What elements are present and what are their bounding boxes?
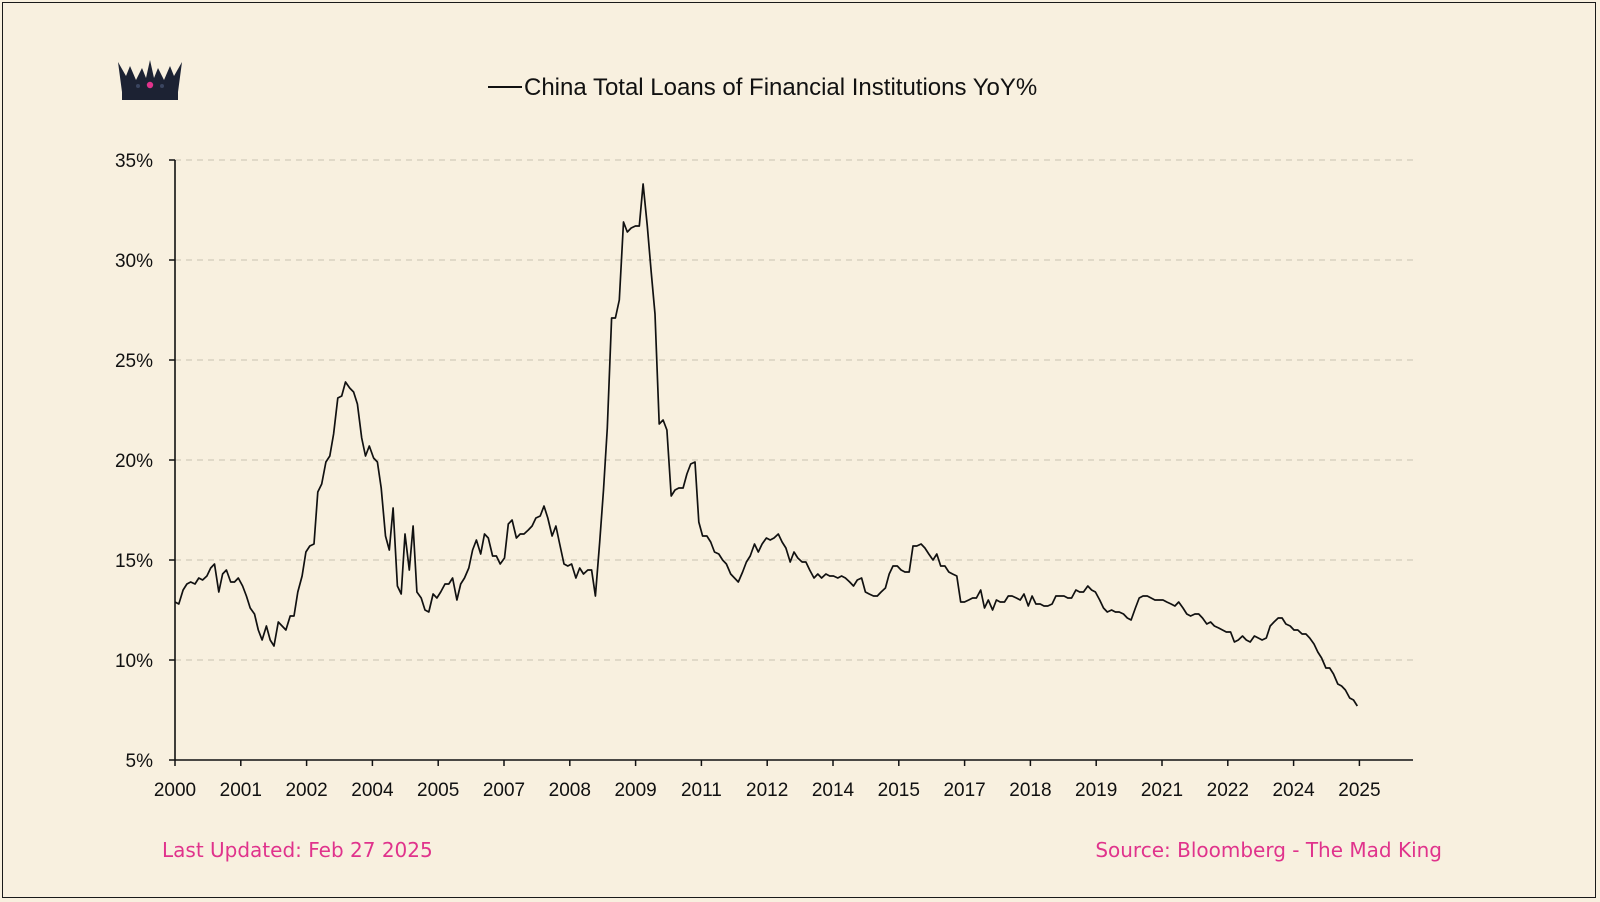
x-tick-label: 2011 bbox=[681, 780, 722, 801]
y-tick-label: 30% bbox=[115, 251, 153, 272]
x-tick-label: 2022 bbox=[1207, 780, 1249, 801]
x-tick-label: 2000 bbox=[154, 780, 196, 801]
x-tick-label: 2009 bbox=[614, 780, 656, 801]
legend: China Total Loans of Financial Instituti… bbox=[488, 74, 1037, 101]
last-updated-text: Last Updated: Feb 27 2025 bbox=[162, 838, 433, 862]
x-tick-label: 2002 bbox=[285, 780, 327, 801]
x-tick-label: 2025 bbox=[1338, 780, 1380, 801]
source-text: Source: Bloomberg - The Mad King bbox=[1095, 838, 1442, 862]
y-tick-label: 10% bbox=[115, 651, 153, 672]
crown-icon bbox=[118, 60, 182, 100]
y-tick-label: 35% bbox=[115, 151, 153, 172]
x-tick-label: 2004 bbox=[351, 780, 394, 801]
x-tick-label: 2008 bbox=[549, 780, 591, 801]
x-tick-label: 2018 bbox=[1009, 780, 1051, 801]
x-tick-label: 2019 bbox=[1075, 780, 1117, 801]
x-tick-label: 2021 bbox=[1141, 780, 1183, 801]
grid-lines bbox=[175, 159, 1413, 661]
x-tick-label: 2012 bbox=[746, 780, 788, 801]
x-tick-label: 2017 bbox=[943, 780, 985, 801]
y-tick-label: 25% bbox=[115, 351, 153, 372]
x-tick-label: 2015 bbox=[878, 780, 920, 801]
y-tick-label: 20% bbox=[115, 451, 153, 472]
series-line bbox=[174, 183, 1359, 707]
x-tick-label: 2005 bbox=[417, 780, 459, 801]
x-tick-label: 2014 bbox=[812, 780, 855, 801]
y-axis-ticks: 35% 30% 25% 20% 15% 10% 5% bbox=[115, 151, 175, 772]
y-tick-label: 15% bbox=[115, 551, 153, 572]
x-axis-ticks: 2000 2001 2002 2004 2005 2007 2008 2009 2011 2012… bbox=[154, 760, 1381, 801]
y-tick-label: 5% bbox=[126, 751, 154, 772]
x-tick-label: 2024 bbox=[1272, 780, 1315, 801]
x-tick-label: 2007 bbox=[483, 780, 525, 801]
x-tick-label: 2001 bbox=[220, 780, 262, 801]
legend-label: China Total Loans of Financial Instituti… bbox=[524, 74, 1037, 101]
